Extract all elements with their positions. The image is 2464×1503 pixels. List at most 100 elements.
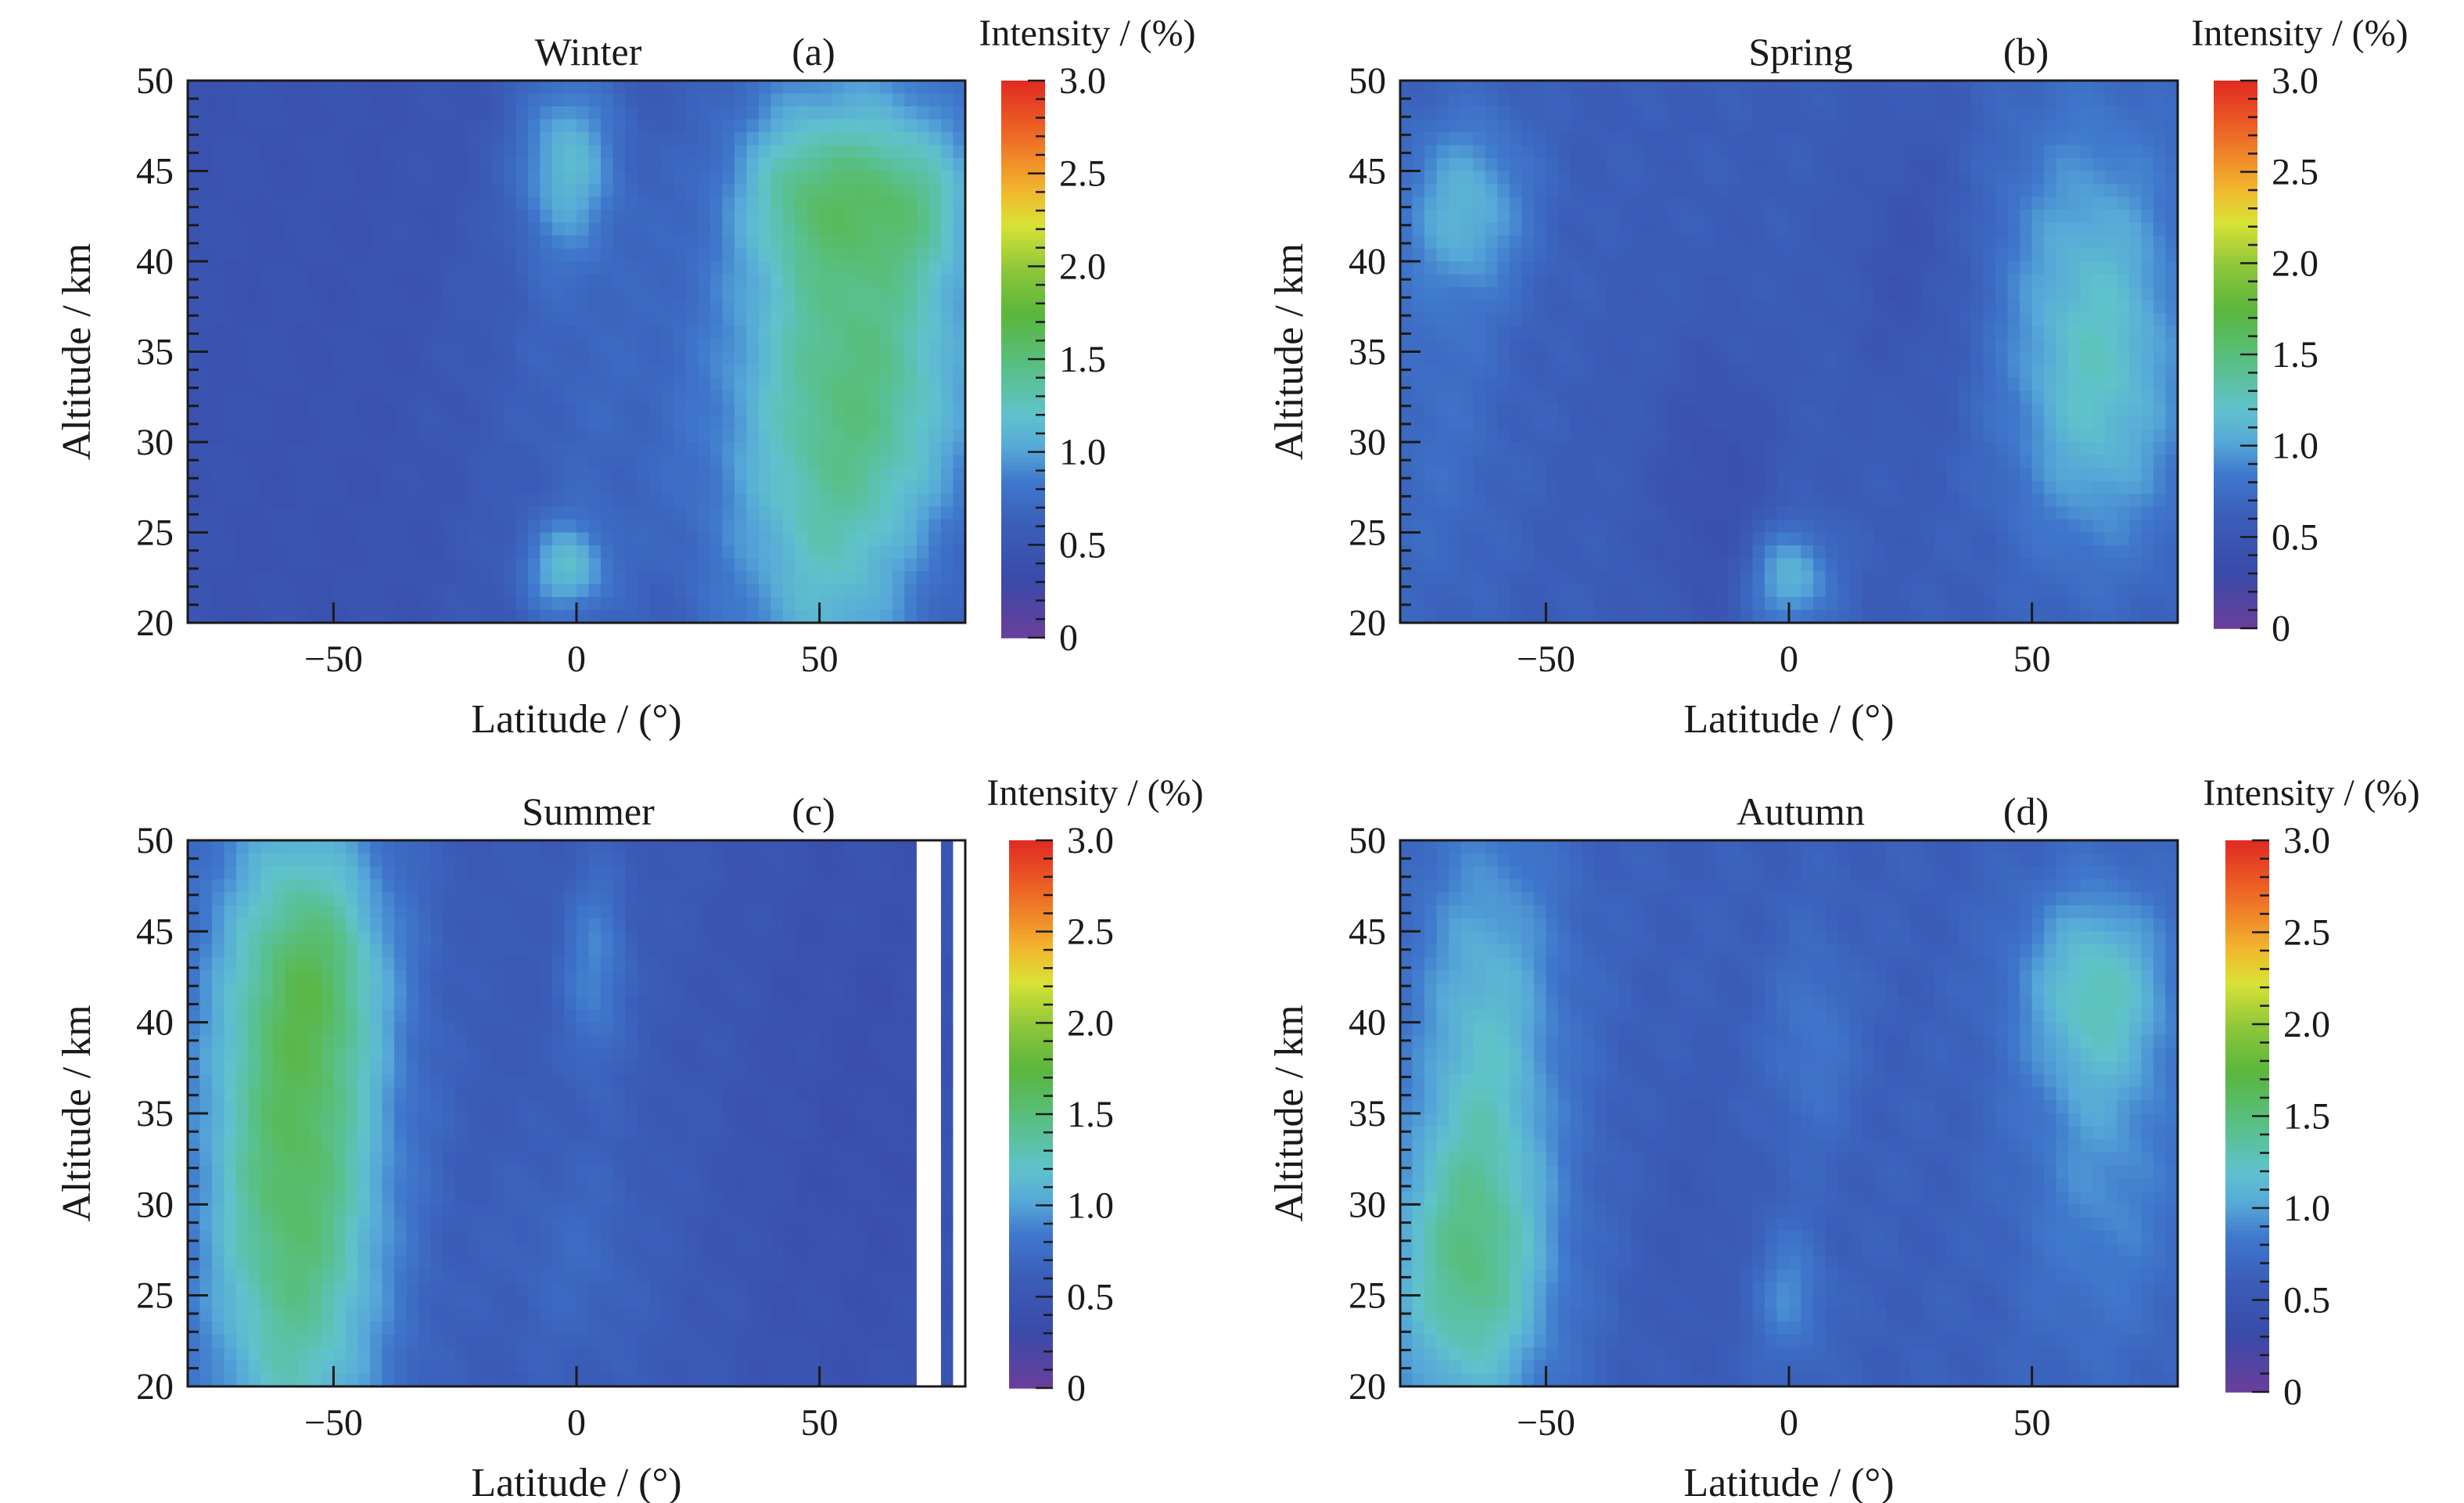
heat-cell bbox=[345, 81, 359, 95]
heat-cell bbox=[1473, 171, 1486, 185]
heat-cell bbox=[867, 520, 882, 534]
heat-cell bbox=[1436, 106, 1449, 120]
heat-cell bbox=[940, 597, 954, 611]
heat-cell bbox=[1849, 429, 1862, 443]
heat-cell bbox=[1715, 558, 1729, 572]
heat-cell bbox=[1910, 158, 1923, 172]
heat-cell bbox=[454, 274, 469, 288]
heat-cell bbox=[819, 210, 832, 224]
heat-cell bbox=[260, 93, 274, 107]
heat-cell bbox=[345, 558, 359, 572]
heat-cell bbox=[612, 222, 626, 236]
heat-cell bbox=[1594, 377, 1607, 391]
colorbar-segment bbox=[1001, 271, 1045, 276]
heat-cell bbox=[369, 532, 383, 546]
heat-cell bbox=[770, 584, 784, 598]
heat-cell bbox=[880, 558, 893, 572]
heat-cell bbox=[564, 184, 577, 198]
heat-cell bbox=[758, 132, 772, 146]
heat-cell bbox=[1618, 81, 1632, 95]
heat-cell bbox=[832, 429, 845, 443]
heat-cell bbox=[236, 81, 250, 95]
heat-cell bbox=[188, 261, 201, 275]
heat-cell bbox=[1959, 132, 1972, 146]
heat-cell bbox=[199, 558, 213, 572]
heat-cell bbox=[564, 506, 577, 520]
heat-cell bbox=[928, 468, 942, 482]
heat-cell bbox=[224, 558, 237, 572]
heat-cell bbox=[807, 571, 821, 585]
heat-cell bbox=[1704, 609, 1717, 624]
heat-cell bbox=[770, 480, 784, 494]
heat-cell bbox=[1643, 532, 1656, 546]
heat-cell bbox=[1473, 248, 1486, 262]
heat-cell bbox=[1704, 236, 1717, 250]
heat-cell bbox=[551, 93, 566, 107]
heat-cell bbox=[394, 429, 408, 443]
heat-cell bbox=[940, 403, 954, 417]
heat-cell bbox=[601, 597, 614, 611]
heat-cell bbox=[1898, 506, 1912, 520]
heat-cell bbox=[661, 468, 675, 482]
heat-cell bbox=[940, 558, 954, 572]
heat-cell bbox=[479, 545, 493, 559]
heat-cell bbox=[1934, 455, 1948, 469]
heat-cell bbox=[1764, 287, 1778, 301]
heat-cell bbox=[418, 325, 432, 340]
heat-cell bbox=[272, 403, 286, 417]
colorbar-tick-label: 2.0 bbox=[1059, 246, 1106, 287]
heat-cell bbox=[916, 455, 930, 469]
heat-cell bbox=[1728, 468, 1741, 482]
heat-cell bbox=[1728, 287, 1741, 301]
heat-cell bbox=[1898, 145, 1912, 159]
heat-cell bbox=[551, 365, 566, 379]
heat-cell bbox=[1740, 506, 1754, 520]
heat-cell bbox=[1643, 300, 1656, 314]
heat-cell bbox=[867, 300, 882, 314]
heat-cell bbox=[1557, 584, 1571, 598]
heat-cell bbox=[1837, 210, 1851, 224]
heat-cell bbox=[1789, 287, 1802, 301]
heat-cell bbox=[285, 274, 298, 288]
heat-cell bbox=[382, 520, 395, 534]
heat-cell bbox=[856, 184, 869, 198]
heat-cell bbox=[770, 455, 784, 469]
heat-cell bbox=[1533, 532, 1547, 546]
heat-cell bbox=[540, 351, 553, 365]
heat-cell bbox=[1679, 236, 1693, 250]
colorbar-tick-label: 0.5 bbox=[1059, 524, 1106, 566]
heat-cell bbox=[430, 480, 444, 494]
heat-cell bbox=[357, 106, 371, 120]
heat-cell bbox=[649, 506, 663, 520]
heat-cell bbox=[612, 609, 626, 624]
heat-cell bbox=[928, 132, 942, 146]
heat-cell bbox=[637, 261, 650, 275]
heat-cell bbox=[940, 584, 954, 598]
heat-cell bbox=[1740, 313, 1754, 327]
heat-cell bbox=[1679, 506, 1693, 520]
heat-cell bbox=[807, 158, 821, 172]
heat-cell bbox=[649, 597, 663, 611]
heat-cell bbox=[904, 609, 918, 624]
heat-cell bbox=[285, 145, 298, 159]
heat-cell bbox=[770, 390, 784, 405]
heat-cell bbox=[770, 325, 784, 340]
heat-cell bbox=[224, 442, 237, 456]
heat-cell bbox=[1424, 377, 1438, 391]
heat-cell bbox=[783, 545, 796, 559]
heat-cell bbox=[1436, 236, 1449, 250]
heat-cell bbox=[527, 81, 541, 95]
heat-cell bbox=[1910, 261, 1923, 275]
heat-cell bbox=[649, 403, 663, 417]
heat-cell bbox=[734, 558, 748, 572]
heat-cell bbox=[1898, 377, 1912, 391]
heat-cell bbox=[940, 236, 954, 250]
heat-cell bbox=[1898, 81, 1912, 95]
heat-cell bbox=[698, 377, 711, 391]
heat-cell bbox=[1497, 261, 1510, 275]
heat-cell bbox=[1473, 132, 1486, 146]
heat-cell bbox=[698, 571, 711, 585]
heat-cell bbox=[1813, 196, 1826, 210]
heat-cell bbox=[443, 571, 456, 585]
colorbar-segment bbox=[1001, 541, 1045, 547]
